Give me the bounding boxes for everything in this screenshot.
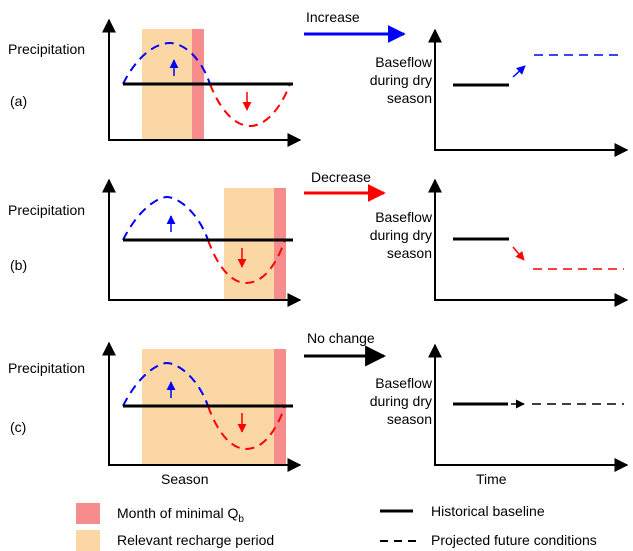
legend: Month of minimal Qb Relevant recharge pe… [76,503,597,551]
y-axis-label: Precipitation [8,360,85,376]
y-axis-right-label-line1: Baseflow [375,375,433,391]
panel-c: Precipitation (c) Season No change Basef… [8,330,629,487]
minimal-month-band [274,188,286,300]
change-label: No change [307,330,375,346]
recharge-period-label: Relevant recharge period [117,532,274,548]
wet-season-curve [122,195,209,241]
y-axis-right-label-line1: Baseflow [375,54,433,70]
y-axis-right-label-line3: season [387,245,432,261]
transition-arrow-icon [512,246,525,261]
panel-label: (a) [10,93,27,109]
historical-baseline-label: Historical baseline [431,503,545,519]
x-axis-label: Season [161,471,208,487]
minimal-month-subscript: b [238,514,244,525]
recharge-period-band [224,188,274,300]
x-axis-right-label: Time [476,471,507,487]
transition-arrow-icon [512,65,526,78]
wet-season-curve [122,361,209,407]
panel-a: Precipitation (a) Increase Baseflow duri… [8,9,629,157]
y-axis-label: Precipitation [8,41,85,57]
y-axis-right-label-line3: season [387,90,432,106]
wet-season-curve [122,41,211,85]
recharge-period-swatch [76,530,100,551]
y-axis-label: Precipitation [8,202,85,218]
change-label: Increase [306,9,360,25]
change-label: Decrease [311,169,371,185]
projected-conditions-label: Projected future conditions [431,532,597,548]
panel-label: (c) [10,419,26,435]
y-axis-right-label-line3: season [387,411,432,427]
y-axis-right-label-line2: during dry [370,72,432,88]
minimal-month-swatch [76,503,100,524]
panel-b: Precipitation (b) Decrease Baseflow duri… [8,169,629,307]
dry-season-curve [207,405,286,451]
minimal-month-label: Month of minimal Qb [117,505,244,525]
y-axis-right-label-line2: during dry [370,393,432,409]
dry-season-curve [209,83,291,128]
y-axis-right-label-line1: Baseflow [375,209,433,225]
panel-label: (b) [10,257,27,273]
y-axis-right-label-line2: during dry [370,227,432,243]
dry-season-curve [207,239,286,285]
